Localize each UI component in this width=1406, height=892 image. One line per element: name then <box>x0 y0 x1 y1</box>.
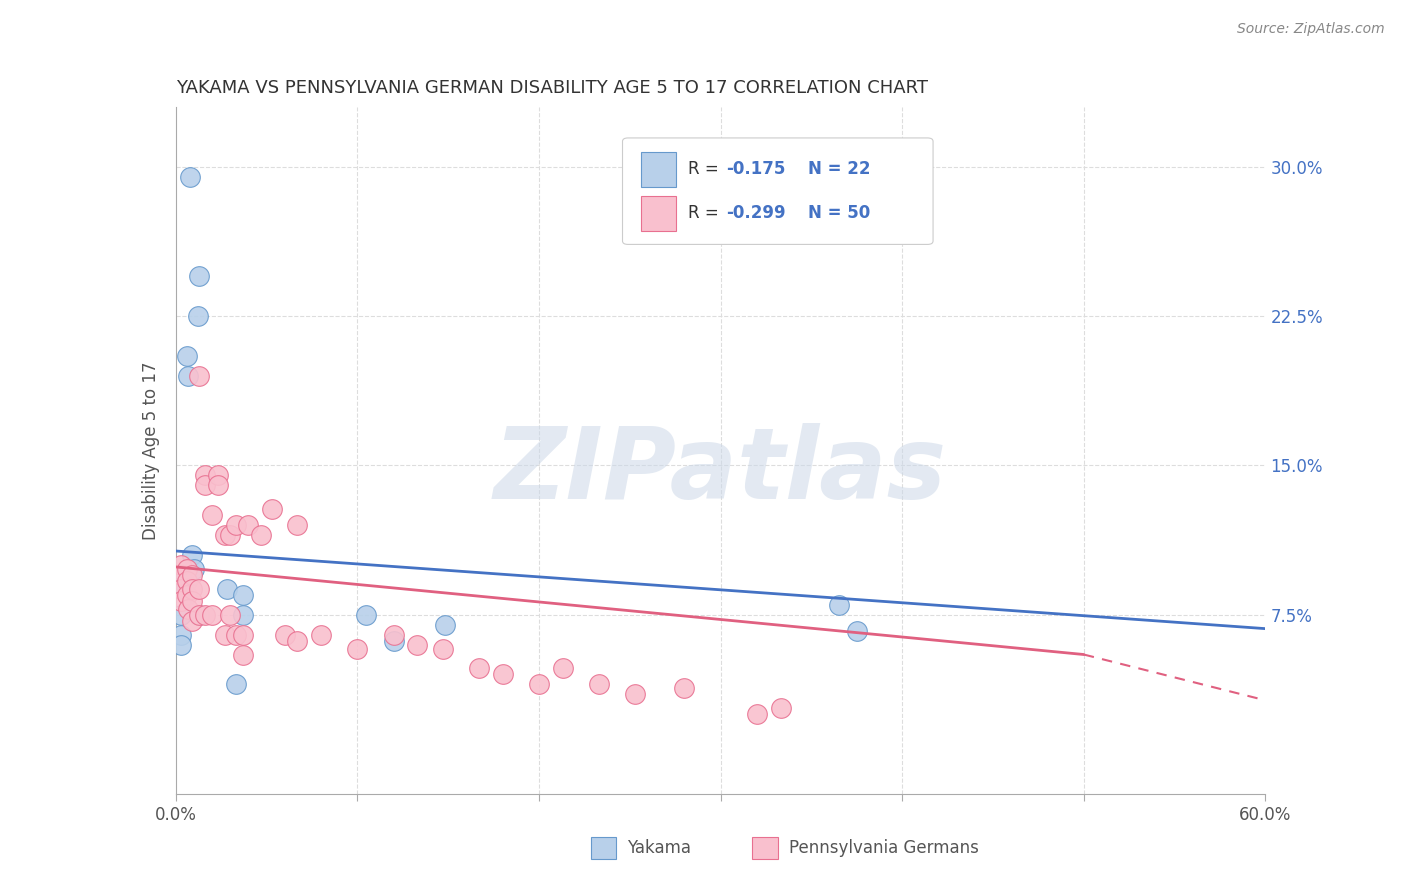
Point <box>170 607 193 622</box>
Text: ZIPatlas: ZIPatlas <box>494 423 948 519</box>
Point <box>170 567 193 582</box>
Point <box>194 468 217 483</box>
Point <box>827 598 849 612</box>
Point <box>468 661 491 675</box>
Point <box>214 528 236 542</box>
Point <box>225 518 247 533</box>
FancyBboxPatch shape <box>641 152 676 186</box>
Point <box>551 661 574 675</box>
Point <box>179 169 201 184</box>
Point <box>588 677 610 691</box>
Text: -0.175: -0.175 <box>725 161 786 178</box>
Point <box>250 528 273 542</box>
Point <box>382 633 405 648</box>
Point <box>176 349 198 363</box>
Y-axis label: Disability Age 5 to 17: Disability Age 5 to 17 <box>142 361 160 540</box>
Text: Pennsylvania Germans: Pennsylvania Germans <box>789 839 979 857</box>
Point <box>207 478 229 492</box>
Text: Source: ZipAtlas.com: Source: ZipAtlas.com <box>1237 22 1385 37</box>
Point <box>433 617 456 632</box>
Point <box>194 607 217 622</box>
Point <box>188 269 211 284</box>
Point <box>527 677 550 691</box>
Point <box>745 707 768 722</box>
FancyBboxPatch shape <box>641 195 676 230</box>
Text: N = 50: N = 50 <box>807 204 870 222</box>
Point <box>624 687 647 701</box>
Point <box>177 601 200 615</box>
Point <box>238 518 260 533</box>
Text: R =: R = <box>688 204 724 222</box>
Point <box>769 701 792 715</box>
Point <box>382 627 405 641</box>
Text: -0.299: -0.299 <box>725 204 786 222</box>
Point <box>260 502 283 516</box>
Point <box>201 607 224 622</box>
Point <box>214 627 236 641</box>
Point <box>274 627 297 641</box>
Point <box>215 582 238 596</box>
Point <box>188 368 211 383</box>
Point <box>181 582 204 596</box>
FancyBboxPatch shape <box>623 138 934 244</box>
Point <box>201 508 224 523</box>
Point <box>176 574 198 588</box>
Text: R =: R = <box>688 161 724 178</box>
Point <box>177 368 200 383</box>
Point <box>225 677 247 691</box>
Point <box>432 641 454 656</box>
Point <box>183 562 205 576</box>
Point <box>287 518 309 533</box>
Point <box>188 607 211 622</box>
Point <box>170 558 193 572</box>
Point <box>170 582 193 596</box>
Point <box>181 614 204 628</box>
Point <box>181 594 204 608</box>
Point <box>219 528 242 542</box>
Point <box>170 582 193 596</box>
Point <box>170 572 193 586</box>
Point <box>287 633 309 648</box>
Point <box>232 648 254 662</box>
Point <box>232 588 254 602</box>
Point <box>186 309 209 323</box>
Text: N = 22: N = 22 <box>807 161 870 178</box>
Point <box>845 624 868 638</box>
Point <box>188 582 211 596</box>
Point <box>225 627 247 641</box>
Bar <box>591 837 616 859</box>
Point <box>232 627 254 641</box>
Point <box>181 548 204 562</box>
Point <box>492 667 515 681</box>
Point <box>170 594 193 608</box>
Point <box>188 607 211 622</box>
Point <box>170 627 193 641</box>
Text: YAKAMA VS PENNSYLVANIA GERMAN DISABILITY AGE 5 TO 17 CORRELATION CHART: YAKAMA VS PENNSYLVANIA GERMAN DISABILITY… <box>176 79 928 97</box>
Point <box>181 567 204 582</box>
Point <box>170 638 193 652</box>
Point <box>406 638 429 652</box>
Point <box>346 641 368 656</box>
Point <box>219 607 242 622</box>
Point <box>176 562 198 576</box>
Point <box>176 588 198 602</box>
Point <box>194 478 217 492</box>
Point <box>309 627 332 641</box>
Point <box>232 607 254 622</box>
Point <box>356 607 378 622</box>
Point <box>673 681 696 696</box>
Point <box>207 468 229 483</box>
Bar <box>752 837 778 859</box>
Text: Yakama: Yakama <box>627 839 692 857</box>
